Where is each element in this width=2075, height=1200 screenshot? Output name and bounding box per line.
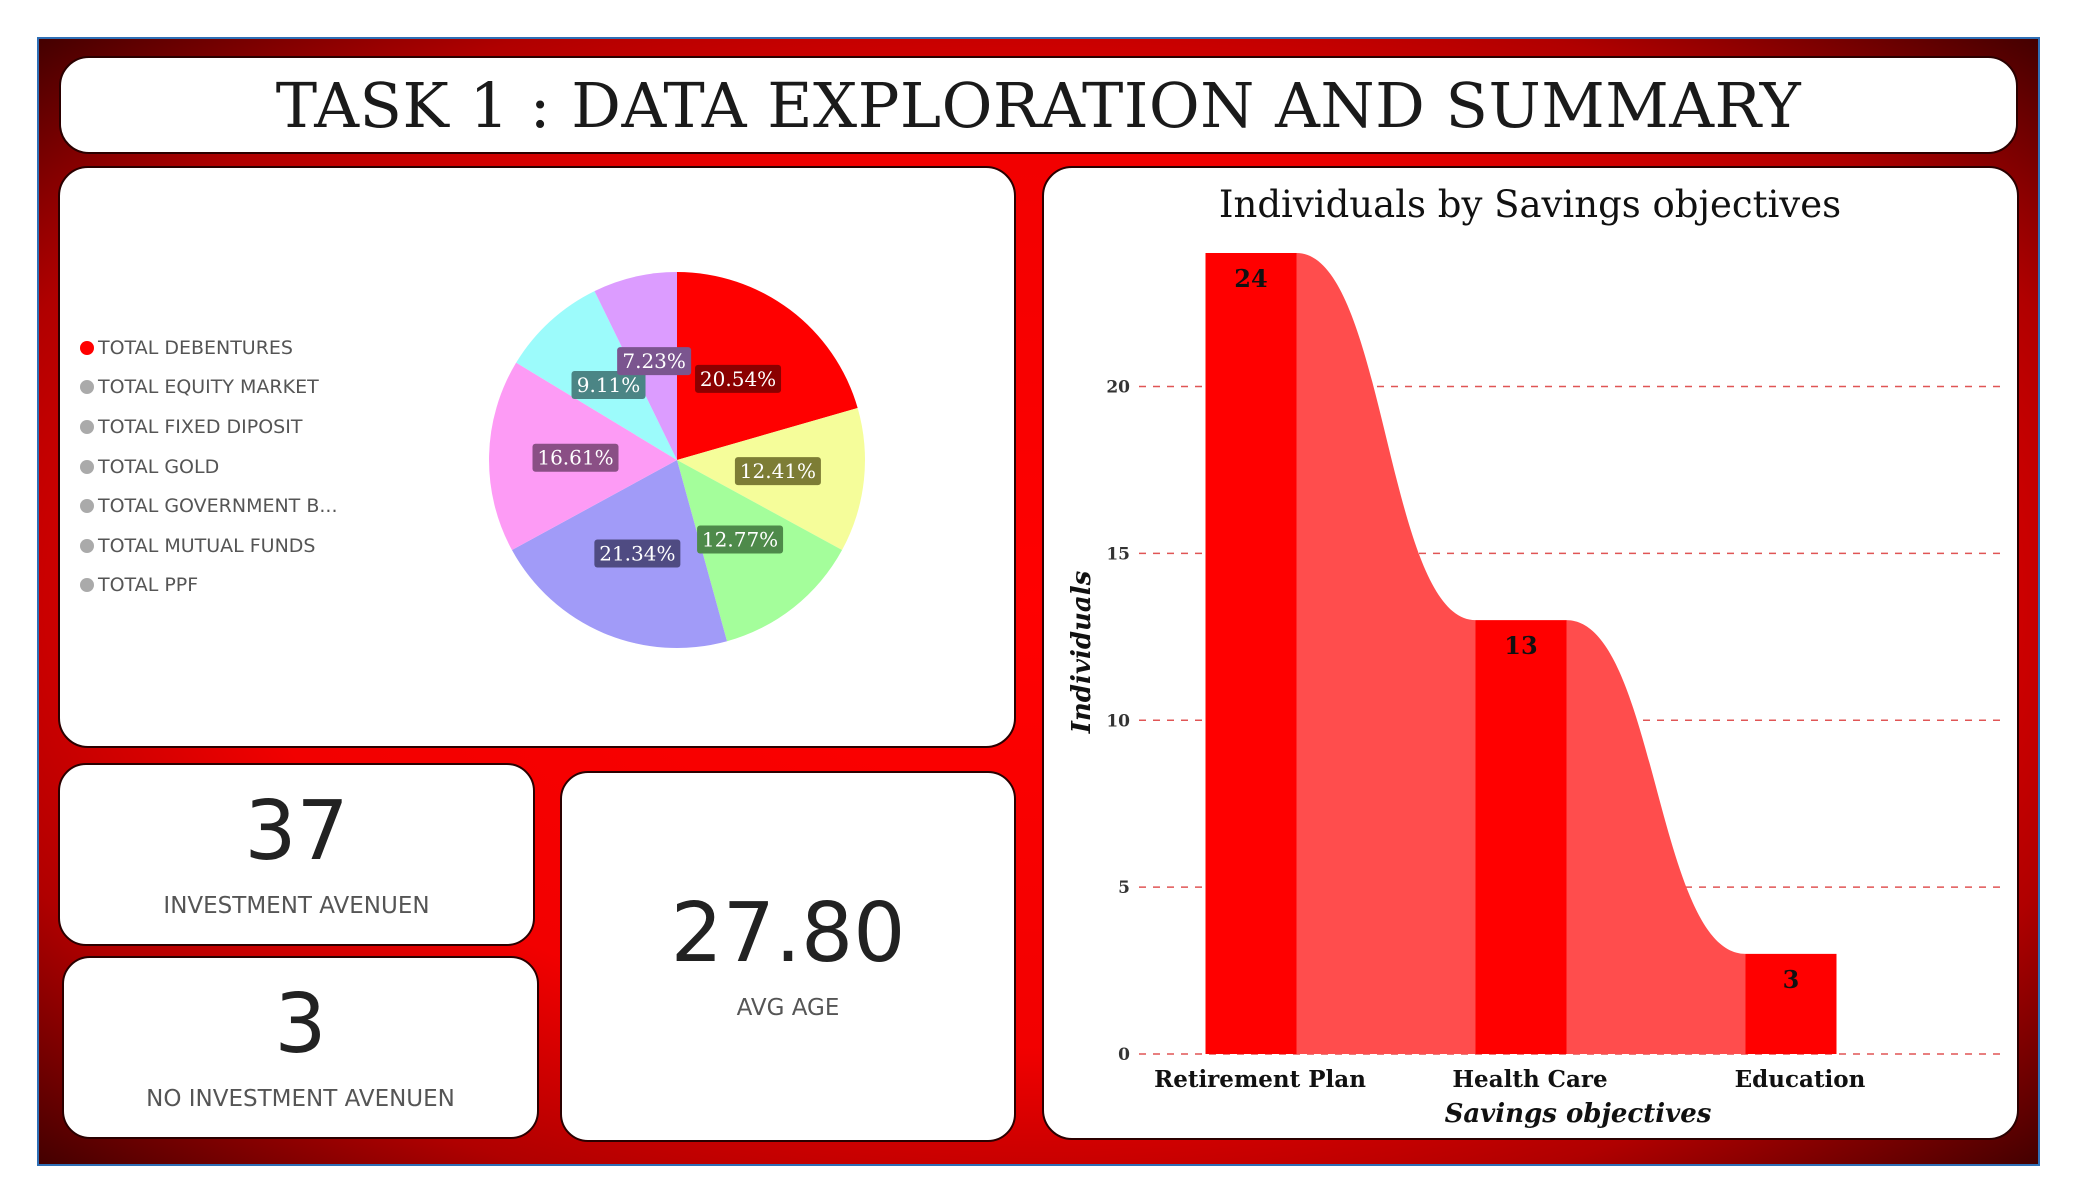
legend-item[interactable]: TOTAL GOVERNMENT B... bbox=[80, 486, 338, 526]
legend-swatch bbox=[80, 340, 94, 355]
legend-label: TOTAL MUTUAL FUNDS bbox=[98, 534, 316, 557]
legend-swatch bbox=[80, 380, 94, 395]
legend-item[interactable]: TOTAL PPF bbox=[80, 566, 338, 606]
legend-label: TOTAL GOVERNMENT B... bbox=[98, 495, 338, 518]
kpi-avg-age-value: 27.80 bbox=[670, 885, 906, 981]
kpi-investment-avenues-card: 37 INVESTMENT AVENUEN bbox=[58, 763, 535, 946]
legend-label: TOTAL GOLD bbox=[98, 455, 220, 478]
kpi-no-investment-avenues-value: 3 bbox=[274, 976, 327, 1072]
x-tick-label: Education bbox=[1735, 1066, 1866, 1093]
bar[interactable] bbox=[1475, 620, 1567, 1054]
kpi-avg-age-label: AVG AGE bbox=[736, 994, 840, 1021]
pie-data-label: 12.77% bbox=[702, 528, 778, 552]
legend-item[interactable]: TOTAL DEBENTURES bbox=[80, 328, 338, 368]
chart-title: Individuals by Savings objectives bbox=[1219, 183, 1841, 226]
kpi-investment-avenues-label: INVESTMENT AVENUEN bbox=[163, 892, 430, 919]
y-tick-label: 5 bbox=[1118, 878, 1130, 898]
bar-data-label: 3 bbox=[1783, 965, 1800, 994]
legend-item[interactable]: TOTAL MUTUAL FUNDS bbox=[80, 526, 338, 566]
legend-label: TOTAL DEBENTURES bbox=[98, 336, 293, 359]
y-tick-label: 0 bbox=[1118, 1045, 1130, 1065]
legend-swatch bbox=[80, 538, 94, 553]
kpi-investment-avenues-value: 37 bbox=[244, 783, 349, 879]
ribbon-band bbox=[1566, 620, 1746, 1054]
page-title: TASK 1 : DATA EXPLORATION AND SUMMARY bbox=[275, 68, 1802, 142]
bar-data-label: 13 bbox=[1504, 631, 1537, 660]
bar-chart-card: Individuals by Savings objectives 0 5 10 15 2… bbox=[1042, 166, 2019, 1140]
legend-item[interactable]: TOTAL GOLD bbox=[80, 447, 338, 487]
pie-data-label: 7.23% bbox=[622, 349, 686, 373]
pie-data-label: 12.41% bbox=[740, 459, 816, 483]
x-tick-label: Health Care bbox=[1452, 1066, 1607, 1093]
pie-data-label: 21.34% bbox=[599, 541, 675, 565]
y-axis-label: Individuals bbox=[1067, 570, 1097, 734]
legend-swatch bbox=[80, 499, 94, 514]
legend-label: TOTAL PPF bbox=[98, 574, 199, 597]
x-tick-label: Retirement Plan bbox=[1154, 1066, 1366, 1093]
y-tick-label: 10 bbox=[1106, 711, 1130, 731]
kpi-avg-age-card: 27.80 AVG AGE bbox=[560, 771, 1016, 1142]
pie-data-label-bg bbox=[734, 457, 821, 486]
pie-chart-card: TOTAL DEBENTURES TOTAL EQUITY MARKET TOTAL… bbox=[58, 166, 1016, 748]
legend-item[interactable]: TOTAL FIXED DIPOSIT bbox=[80, 407, 338, 447]
kpi-no-investment-avenues-card: 3 NO INVESTMENT AVENUEN bbox=[62, 956, 539, 1139]
legend-swatch bbox=[80, 419, 94, 434]
pie-data-label: 20.54% bbox=[700, 367, 776, 391]
pie-data-label-bg bbox=[532, 443, 619, 472]
y-tick-label: 15 bbox=[1106, 544, 1130, 564]
bar-data-label: 24 bbox=[1234, 264, 1267, 293]
pie-data-label-bg bbox=[697, 525, 784, 554]
pie-legend: TOTAL DEBENTURES TOTAL EQUITY MARKET TOTAL… bbox=[80, 328, 338, 605]
legend-swatch bbox=[80, 578, 94, 593]
bar-chart: Individuals by Savings objectives 0 5 10 15 2… bbox=[1067, 183, 2002, 1129]
legend-label: TOTAL FIXED DIPOSIT bbox=[98, 415, 303, 438]
bar[interactable] bbox=[1745, 953, 1837, 1054]
pie-data-label-bg bbox=[594, 539, 681, 568]
legend-label: TOTAL EQUITY MARKET bbox=[98, 376, 319, 399]
kpi-no-investment-avenues-label: NO INVESTMENT AVENUEN bbox=[146, 1085, 455, 1112]
title-banner: TASK 1 : DATA EXPLORATION AND SUMMARY bbox=[59, 56, 2018, 154]
pie-data-label: 16.61% bbox=[537, 446, 613, 470]
pie-data-label: 9.11% bbox=[577, 373, 641, 397]
y-tick-label: 20 bbox=[1106, 378, 1130, 398]
ribbon-band bbox=[1296, 253, 1476, 1054]
pie-data-label-bg bbox=[695, 364, 782, 393]
legend-item[interactable]: TOTAL EQUITY MARKET bbox=[80, 368, 338, 408]
pie-data-label-bg bbox=[571, 371, 646, 400]
pie-chart: 20.54% 12.41% 12.77% 21.34% 16.61% 9.11%7.23% bbox=[489, 272, 865, 648]
x-axis-label: Savings objectives bbox=[1445, 1099, 1712, 1129]
bar[interactable] bbox=[1205, 253, 1297, 1054]
pie-data-label-bg bbox=[617, 347, 692, 376]
legend-swatch bbox=[80, 459, 94, 474]
